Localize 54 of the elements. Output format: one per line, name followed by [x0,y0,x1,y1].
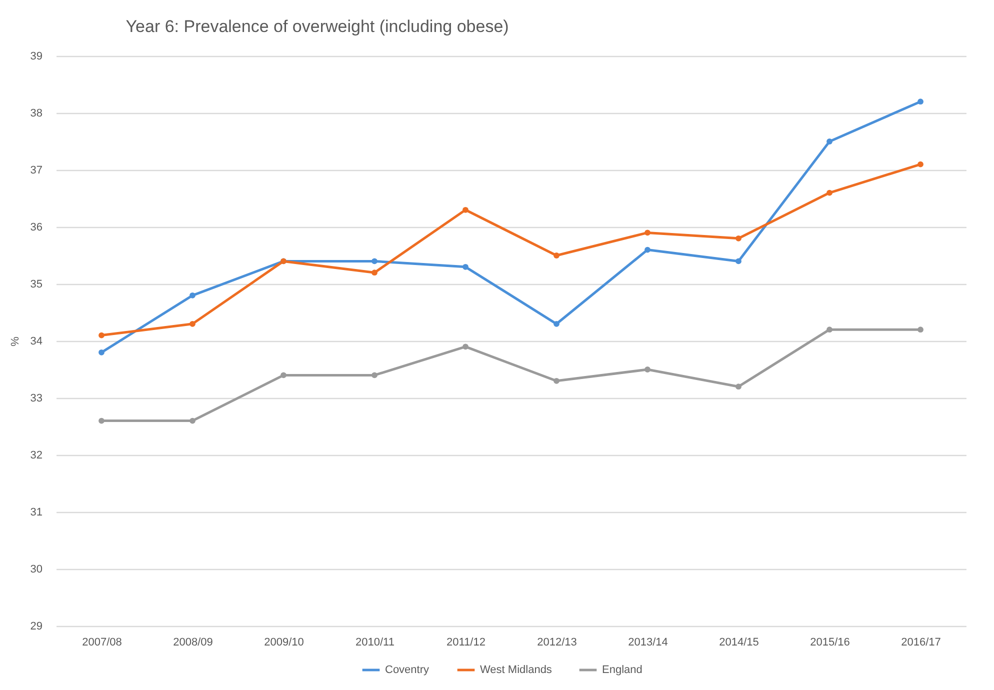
x-tick-label: 2014/15 [719,636,759,648]
y-axis-title: % [9,336,22,346]
x-tick-label: 2012/13 [537,636,577,648]
y-tick-label: 38 [30,108,42,120]
y-tick-label: 35 [30,278,42,290]
point [190,320,196,327]
point [736,235,742,242]
x-tick-label: 2015/16 [810,636,850,648]
point [372,270,378,276]
point [826,138,832,144]
point [644,246,650,253]
point [190,418,196,424]
point [372,372,378,378]
legend-label: Coventry [385,664,430,676]
point [98,332,104,338]
y-tick-label: 39 [30,50,42,62]
point [918,326,924,333]
y-tick-label: 32 [30,450,42,462]
point [554,252,560,258]
legend-label: England [602,664,642,676]
y-tick-label: 36 [30,222,42,234]
point [644,366,650,372]
point [918,161,924,168]
x-tick-label: 2016/17 [901,636,941,648]
x-tick-label: 2008/09 [173,636,213,648]
point [372,258,378,264]
y-tick-label: 30 [30,564,42,576]
point [736,258,742,264]
point [98,418,104,424]
x-tick-label: 2009/10 [264,636,304,648]
point [826,190,832,196]
point [462,206,468,213]
point [98,349,104,356]
x-tick-label: 2013/14 [628,636,668,648]
chart-title: Year 6: Prevalence of overweight (including obese) [126,17,509,36]
y-tick-label: 34 [30,336,42,348]
point [554,320,560,327]
legend-label: West Midlands [480,664,552,676]
y-tick-label: 33 [30,392,42,404]
point [462,344,468,350]
point [280,372,286,378]
point [190,292,196,298]
point [826,326,832,333]
point [644,230,650,236]
y-tick-label: 29 [30,620,42,632]
point [554,378,560,384]
point [918,98,924,105]
y-tick-label: 37 [30,164,42,176]
y-tick-label: 31 [30,506,42,518]
point [736,384,742,390]
x-tick-label: 2007/08 [82,636,122,648]
x-tick-label: 2011/12 [446,636,486,648]
x-tick-label: 2010/11 [356,636,394,648]
point [462,264,468,270]
